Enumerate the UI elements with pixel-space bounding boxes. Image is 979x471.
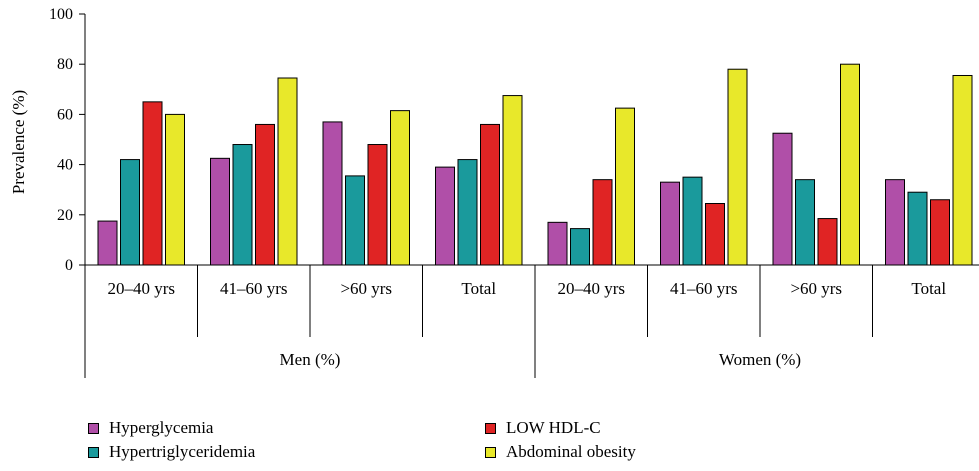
bar-hypertriglyceridemia (682, 176, 703, 266)
bar-hypertriglyceridemia (795, 179, 815, 266)
bar-abdominal-obesity (952, 74, 973, 266)
x-group-label: Men (%) (280, 350, 341, 369)
bar-abdominal-obesity (277, 77, 298, 266)
bars (97, 63, 973, 266)
bar-abdominal-obesity (727, 68, 748, 266)
bar-hypertriglyceridemia (907, 191, 928, 266)
bar-hyperglycemia (210, 157, 230, 266)
x-category-label: 20–40 yrs (557, 279, 625, 298)
legend-item-low-hdl-c: LOW HDL-C (485, 418, 601, 438)
bar-hyperglycemia (772, 132, 793, 266)
legend-label: Hypertriglyceridemia (109, 442, 256, 461)
bar-low-hdl-c (817, 218, 838, 266)
x-category-label: 41–60 yrs (670, 279, 738, 298)
bar-low-hdl-c (480, 123, 500, 266)
y-tick-label: 40 (57, 157, 73, 174)
x-category-label: >60 yrs (340, 279, 392, 298)
y-axis-label: Prevalence (%) (9, 90, 28, 194)
bar-hyperglycemia (885, 179, 905, 266)
y-tick-label: 20 (57, 207, 73, 224)
bar-hypertriglyceridemia (345, 175, 365, 266)
legend-swatch (485, 446, 496, 458)
bar-hyperglycemia (660, 181, 680, 266)
bar-abdominal-obesity (840, 63, 860, 266)
bar-low-hdl-c (705, 203, 725, 266)
legend-item-hyperglycemia: Hyperglycemia (88, 418, 213, 438)
y-tick-label: 100 (49, 6, 73, 23)
legend-label: LOW HDL-C (506, 418, 601, 437)
bar-hyperglycemia (435, 166, 455, 266)
bar-low-hdl-c (930, 199, 950, 266)
bar-abdominal-obesity (390, 110, 410, 266)
legend-label: Abdominal obesity (506, 442, 636, 461)
legend-item-abdominal-obesity: Abdominal obesity (485, 442, 636, 462)
bar-hypertriglyceridemia (457, 159, 478, 266)
bar-hyperglycemia (547, 221, 568, 266)
y-tick-label: 80 (57, 56, 73, 73)
bar-abdominal-obesity (165, 113, 185, 266)
bar-hypertriglyceridemia (570, 228, 590, 266)
bar-low-hdl-c (255, 123, 275, 266)
x-axis: 20–40 yrs 41–60 yrs >60 yrs Total 20–40 yrs 4… (84, 264, 979, 378)
legend-swatch (88, 446, 99, 458)
legend-swatch (88, 422, 99, 434)
x-category-label: >60 yrs (790, 279, 842, 298)
x-category-label: 41–60 yrs (220, 279, 288, 298)
y-tick-label: 60 (57, 106, 73, 123)
bar-hyperglycemia (322, 121, 343, 266)
legend-swatch (485, 422, 496, 434)
x-category-label: Total (911, 279, 946, 298)
bar-hypertriglyceridemia (232, 144, 253, 266)
y-axis: 0 20 40 60 80 100 (49, 6, 86, 274)
bar-hyperglycemia (97, 220, 118, 266)
bar-hypertriglyceridemia (120, 159, 140, 266)
legend-label: Hyperglycemia (109, 418, 214, 437)
x-group-label: Women (%) (719, 350, 801, 369)
chart: 0 20 40 60 80 100 20–40 yrs 41–60 yrs >60 yrs To… (9, 6, 979, 378)
y-tick-label: 0 (65, 257, 73, 274)
bar-abdominal-obesity (615, 107, 635, 266)
x-category-label: Total (461, 279, 496, 298)
bar-abdominal-obesity (502, 95, 523, 266)
legend-item-hypertriglyceridemia: Hypertriglyceridemia (88, 442, 255, 462)
bar-low-hdl-c (142, 101, 163, 266)
x-category-label: 20–40 yrs (107, 279, 175, 298)
bar-low-hdl-c (592, 179, 613, 266)
bar-low-hdl-c (367, 144, 388, 266)
